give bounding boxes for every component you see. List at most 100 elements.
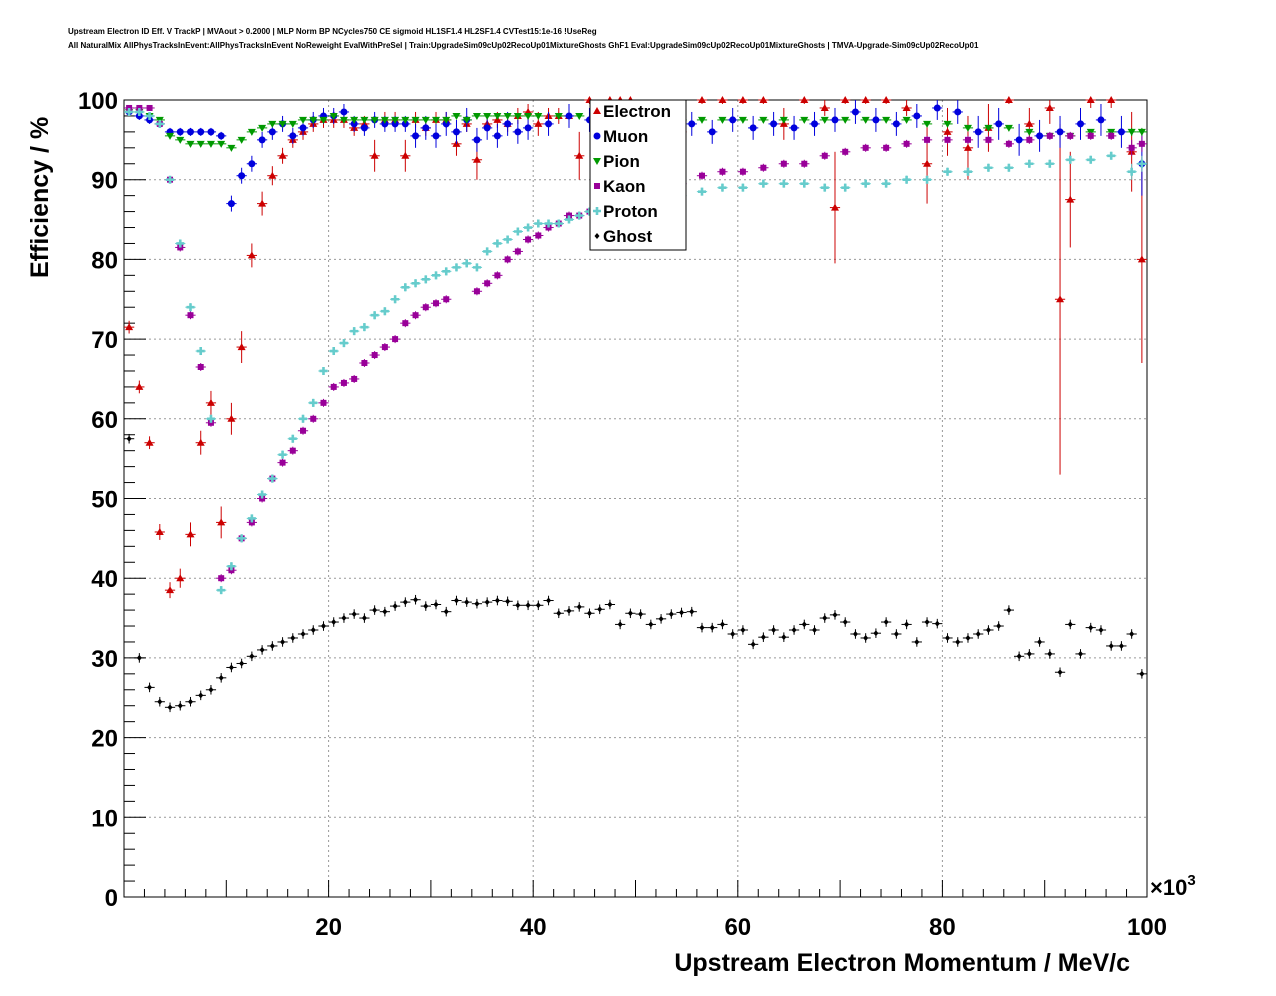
proton-point	[1066, 155, 1075, 164]
proton-point	[1127, 167, 1136, 176]
pion-point	[329, 112, 338, 120]
pion-point	[462, 116, 471, 124]
kaon-point	[433, 300, 440, 307]
pion-point	[800, 116, 809, 124]
ghost-point	[218, 674, 224, 681]
pion-point	[882, 116, 891, 124]
ghost-point	[453, 597, 459, 604]
muon-point	[197, 128, 205, 136]
electron-point	[841, 96, 850, 103]
pion-point	[391, 116, 400, 124]
kaon-point	[146, 104, 153, 111]
ghost-point	[740, 627, 746, 634]
proton-point	[738, 183, 747, 192]
ghost-point	[965, 634, 971, 641]
ghost-point	[464, 599, 470, 606]
ghost-point	[290, 634, 296, 641]
pion-point	[923, 120, 932, 128]
proton-point	[452, 263, 461, 272]
proton-point	[534, 219, 543, 228]
electron-point	[370, 151, 379, 159]
pion-point	[483, 112, 492, 120]
chart-title-line-1: Upstream Electron ID Eff. V TrackP | MVA…	[68, 27, 597, 36]
y-tick-label: 100	[78, 88, 118, 115]
x-multiplier: ×103	[1150, 872, 1196, 900]
ghost-point	[750, 641, 756, 648]
ghost-point	[392, 603, 398, 610]
kaon-point	[1046, 132, 1053, 139]
ghost-point	[1108, 642, 1114, 649]
pion-point	[442, 116, 451, 124]
proton-point	[585, 207, 594, 216]
pion-point	[319, 116, 328, 124]
ghost-point	[679, 609, 685, 616]
kaon-point	[985, 136, 992, 143]
kaon-point	[842, 148, 849, 155]
electron-point	[963, 143, 972, 151]
proton-point	[288, 434, 297, 443]
pion-point	[186, 140, 195, 148]
legend-marker-proton	[593, 207, 601, 215]
proton-point	[380, 307, 389, 316]
y-tick-label: 20	[91, 726, 118, 753]
kaon-point	[330, 383, 337, 390]
electron-point	[1137, 255, 1146, 263]
proton-point	[278, 450, 287, 459]
electron-point	[227, 414, 236, 422]
ghost-point	[863, 634, 869, 641]
pion-point	[411, 116, 420, 124]
proton-point	[820, 183, 829, 192]
kaon-point	[780, 160, 787, 167]
proton-point	[861, 179, 870, 188]
electron-point	[575, 151, 584, 159]
ghost-point	[372, 607, 378, 614]
kaon-point	[760, 164, 767, 171]
proton-point	[319, 366, 328, 375]
ghost-point	[627, 610, 633, 617]
x-tick-label: 40	[520, 914, 547, 941]
pion-point	[861, 116, 870, 124]
legend-marker-muon	[593, 132, 601, 140]
kaon-point	[739, 168, 746, 175]
proton-point	[841, 183, 850, 192]
ghost-point	[607, 601, 613, 608]
pion-point	[1127, 128, 1136, 136]
ghost-point	[699, 624, 705, 631]
electron-point	[882, 96, 891, 103]
kaon-point	[525, 236, 532, 243]
legend-label-kaon: Kaon	[603, 177, 646, 196]
electron-point	[1086, 96, 1095, 103]
electron-point	[534, 119, 543, 127]
electron-point	[145, 438, 154, 446]
ghost-point	[893, 630, 899, 637]
proton-point	[1045, 159, 1054, 168]
kaon-point	[473, 288, 480, 295]
electron-point	[820, 103, 829, 111]
kaon-point	[964, 136, 971, 143]
ghost-point	[331, 619, 337, 626]
muon-point	[872, 116, 880, 124]
ghost-point	[924, 619, 930, 626]
proton-point	[186, 303, 195, 312]
ghost-point	[996, 623, 1002, 630]
ghost-point	[351, 611, 357, 618]
ghost-point	[771, 627, 777, 634]
ghost-point	[1026, 650, 1032, 657]
pion-point	[738, 116, 747, 124]
ghost-point	[341, 615, 347, 622]
proton-point	[360, 323, 369, 332]
kaon-point	[1128, 144, 1135, 151]
x-multiplier-base: ×10	[1150, 875, 1187, 900]
ghost-point	[402, 599, 408, 606]
kaon-point	[361, 360, 368, 367]
proton-point	[268, 474, 277, 483]
kaon-point	[862, 144, 869, 151]
muon-point	[1036, 132, 1044, 140]
muon-point	[514, 128, 522, 136]
muon-point	[207, 128, 215, 136]
electron-point	[718, 96, 727, 103]
proton-point	[258, 490, 267, 499]
electron-point	[738, 96, 747, 103]
grid-lines	[124, 100, 1147, 897]
proton-point	[237, 534, 246, 543]
